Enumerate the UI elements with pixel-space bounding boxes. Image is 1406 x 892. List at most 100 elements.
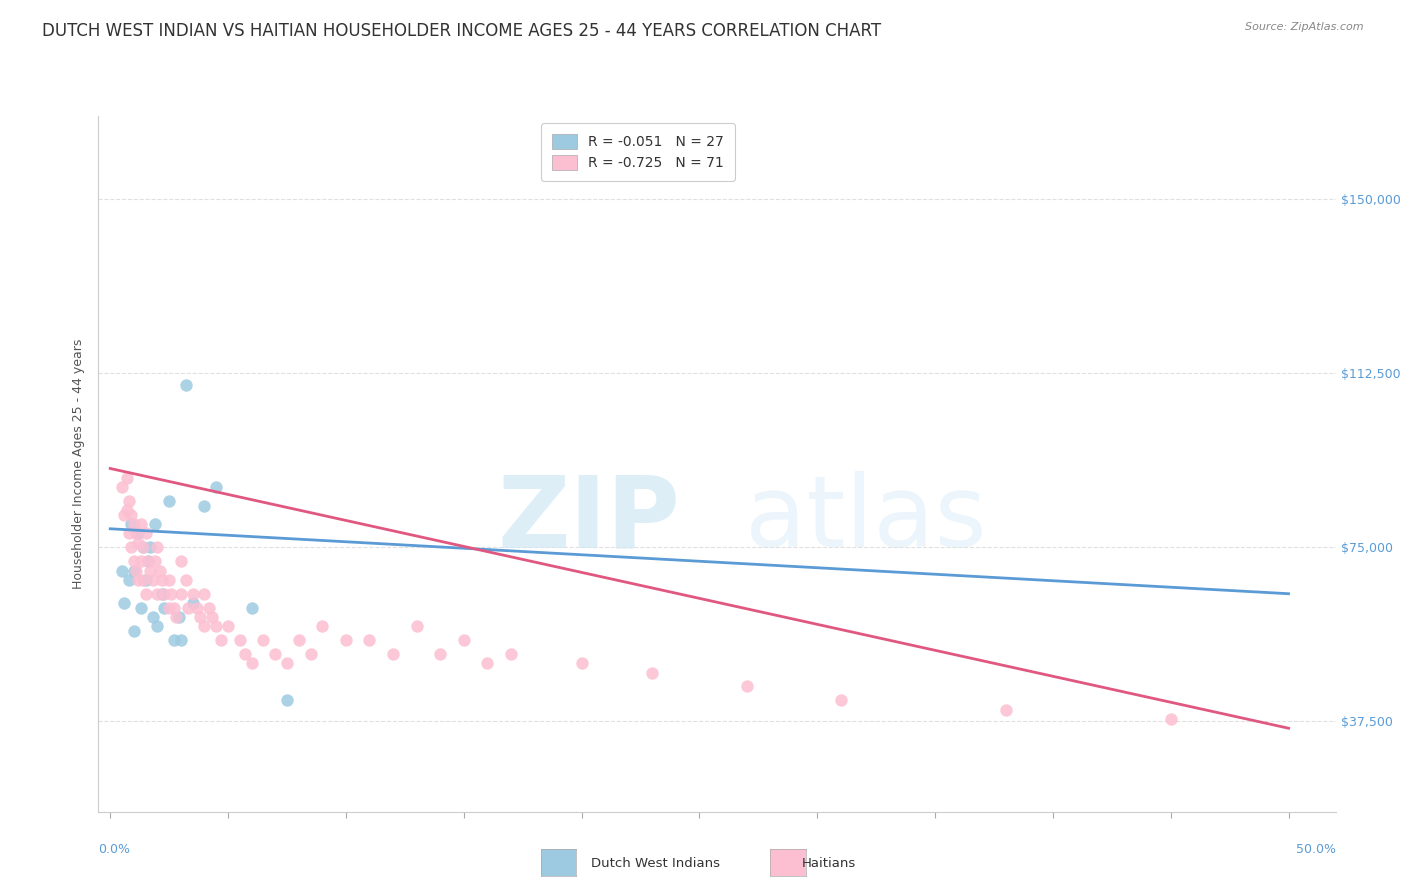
Point — [217, 619, 239, 633]
Point — [111, 480, 134, 494]
Point — [994, 703, 1017, 717]
Point — [118, 494, 141, 508]
Point — [132, 573, 155, 587]
Text: Dutch West Indians: Dutch West Indians — [591, 856, 720, 870]
Point — [135, 573, 157, 587]
Point — [135, 587, 157, 601]
Point — [115, 503, 138, 517]
Point — [120, 508, 142, 522]
Point — [127, 526, 149, 541]
Point — [193, 499, 215, 513]
Point — [181, 596, 204, 610]
Point — [150, 573, 173, 587]
Point — [153, 587, 176, 601]
Point — [193, 587, 215, 601]
Point — [335, 633, 357, 648]
Point — [127, 573, 149, 587]
Point — [240, 657, 263, 671]
Point — [499, 647, 522, 661]
Point — [165, 610, 187, 624]
Point — [157, 600, 180, 615]
Point — [122, 564, 145, 578]
Point — [112, 596, 135, 610]
Point — [146, 541, 169, 555]
Text: atlas: atlas — [745, 471, 987, 568]
Point — [149, 564, 172, 578]
Point — [139, 541, 162, 555]
Point — [129, 554, 152, 568]
Point — [252, 633, 274, 648]
Point — [129, 517, 152, 532]
Point — [198, 600, 221, 615]
Point — [118, 573, 141, 587]
Point — [193, 619, 215, 633]
Point — [167, 610, 190, 624]
Point — [115, 471, 138, 485]
Point — [299, 647, 322, 661]
Point — [276, 657, 298, 671]
Point — [170, 633, 193, 648]
Point — [120, 541, 142, 555]
Point — [132, 541, 155, 555]
Point — [132, 541, 155, 555]
Text: 50.0%: 50.0% — [1296, 843, 1336, 856]
Point — [200, 610, 222, 624]
Point — [1160, 712, 1182, 726]
Point — [181, 587, 204, 601]
Point — [229, 633, 252, 648]
Text: DUTCH WEST INDIAN VS HAITIAN HOUSEHOLDER INCOME AGES 25 - 44 YEARS CORRELATION C: DUTCH WEST INDIAN VS HAITIAN HOUSEHOLDER… — [42, 22, 882, 40]
Point — [287, 633, 309, 648]
Point — [571, 657, 593, 671]
Point — [122, 624, 145, 638]
Point — [205, 619, 228, 633]
Point — [153, 600, 176, 615]
Point — [477, 657, 499, 671]
Point — [136, 554, 159, 568]
Point — [157, 573, 180, 587]
Point — [160, 587, 183, 601]
Point — [830, 693, 852, 707]
Text: 0.0%: 0.0% — [98, 843, 131, 856]
Point — [125, 526, 148, 541]
Point — [311, 619, 333, 633]
Point — [125, 564, 148, 578]
Text: ZIP: ZIP — [498, 471, 681, 568]
Text: Source: ZipAtlas.com: Source: ZipAtlas.com — [1246, 22, 1364, 32]
Point — [143, 554, 166, 568]
Point — [205, 480, 228, 494]
Point — [209, 633, 232, 648]
Point — [233, 647, 256, 661]
Point — [135, 526, 157, 541]
Point — [127, 535, 149, 549]
Point — [111, 564, 134, 578]
Legend: R = -0.051   N = 27, R = -0.725   N = 71: R = -0.051 N = 27, R = -0.725 N = 71 — [541, 123, 735, 181]
Point — [129, 600, 152, 615]
Point — [122, 554, 145, 568]
Point — [170, 587, 193, 601]
Point — [174, 573, 197, 587]
Point — [122, 517, 145, 532]
Point — [142, 610, 165, 624]
Point — [382, 647, 405, 661]
Point — [429, 647, 451, 661]
Point — [405, 619, 427, 633]
Point — [136, 554, 159, 568]
Point — [186, 600, 208, 615]
Point — [359, 633, 381, 648]
Point — [264, 647, 287, 661]
Point — [120, 517, 142, 532]
Point — [146, 587, 169, 601]
Point — [276, 693, 298, 707]
Point — [453, 633, 475, 648]
Point — [118, 526, 141, 541]
Point — [157, 494, 180, 508]
Point — [174, 378, 197, 392]
Text: Haitians: Haitians — [801, 856, 856, 870]
Point — [139, 564, 162, 578]
Point — [163, 633, 186, 648]
Point — [170, 554, 193, 568]
Point — [146, 619, 169, 633]
Point — [641, 665, 664, 680]
Point — [143, 517, 166, 532]
Y-axis label: Householder Income Ages 25 - 44 years: Householder Income Ages 25 - 44 years — [72, 339, 84, 589]
